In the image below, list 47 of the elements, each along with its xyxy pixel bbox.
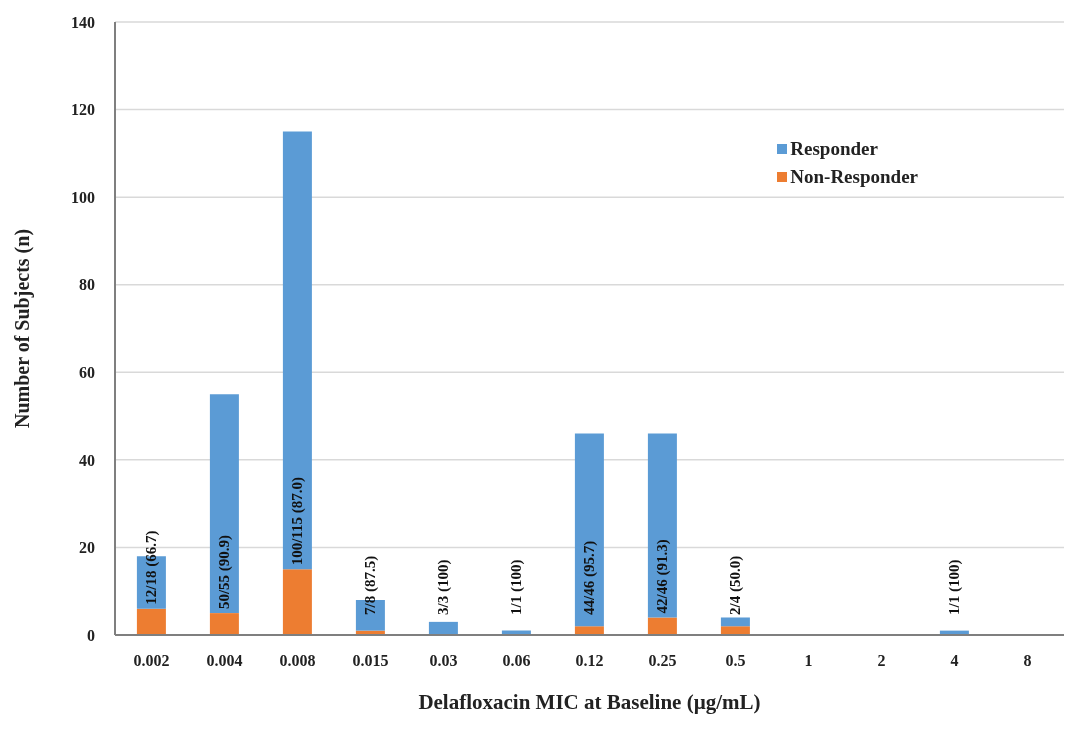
x-tick-label: 1 xyxy=(804,652,813,670)
x-tick-label: 0.06 xyxy=(502,652,531,670)
bar xyxy=(574,626,604,635)
bar xyxy=(720,617,750,627)
data-label: 50/55 (90.9) xyxy=(216,534,234,610)
x-axis-title: Delafloxacin MIC at Baseline (µg/mL) xyxy=(418,690,761,714)
x-tick-label: 0.015 xyxy=(352,652,389,670)
x-tick-label: 0.004 xyxy=(206,652,243,670)
data-label: 42/46 (91.3) xyxy=(654,539,672,614)
data-label: 3/3 (100) xyxy=(435,559,453,615)
data-label: 12/18 (66.7) xyxy=(143,530,161,605)
bar xyxy=(574,433,604,627)
y-tick-label: 40 xyxy=(79,451,95,469)
legend-label: Non-Responder xyxy=(790,166,918,188)
y-tick-label: 120 xyxy=(71,101,95,119)
data-label: 100/115 (87.0) xyxy=(289,476,307,566)
bar xyxy=(209,613,239,635)
y-tick-label: 80 xyxy=(79,276,95,294)
x-tick-label: 0.25 xyxy=(648,652,677,670)
data-label: 1/1 (100) xyxy=(946,559,964,615)
y-tick-label: 100 xyxy=(71,188,95,206)
bar xyxy=(209,394,239,614)
legend-label: Responder xyxy=(790,138,878,160)
y-tick-label: 20 xyxy=(79,539,95,557)
x-tick-label: 8 xyxy=(1023,652,1032,670)
x-tick-label: 0.03 xyxy=(429,652,458,670)
x-tick-label: 0.5 xyxy=(725,652,746,670)
data-label: 1/1 (100) xyxy=(508,559,526,615)
x-tick-label: 0.008 xyxy=(279,652,316,670)
data-label: 7/8 (87.5) xyxy=(362,555,380,615)
bar xyxy=(647,617,677,635)
y-tick-label: 60 xyxy=(79,363,95,381)
bar xyxy=(720,626,750,635)
y-tick-label: 0 xyxy=(87,626,95,644)
x-tick-label: 2 xyxy=(877,652,886,670)
y-tick-label: 140 xyxy=(71,13,95,31)
bar xyxy=(282,131,312,570)
bar xyxy=(282,569,312,635)
x-tick-label: 0.12 xyxy=(575,652,604,670)
data-label: 44/46 (95.7) xyxy=(581,540,599,615)
bar xyxy=(647,433,677,618)
y-axis-title: Number of Subjects (n) xyxy=(11,228,35,429)
x-tick-label: 0.002 xyxy=(133,652,170,670)
bar xyxy=(428,621,458,635)
bar xyxy=(136,608,166,635)
x-tick-label: 4 xyxy=(950,652,959,670)
data-label: 2/4 (50.0) xyxy=(727,555,745,615)
